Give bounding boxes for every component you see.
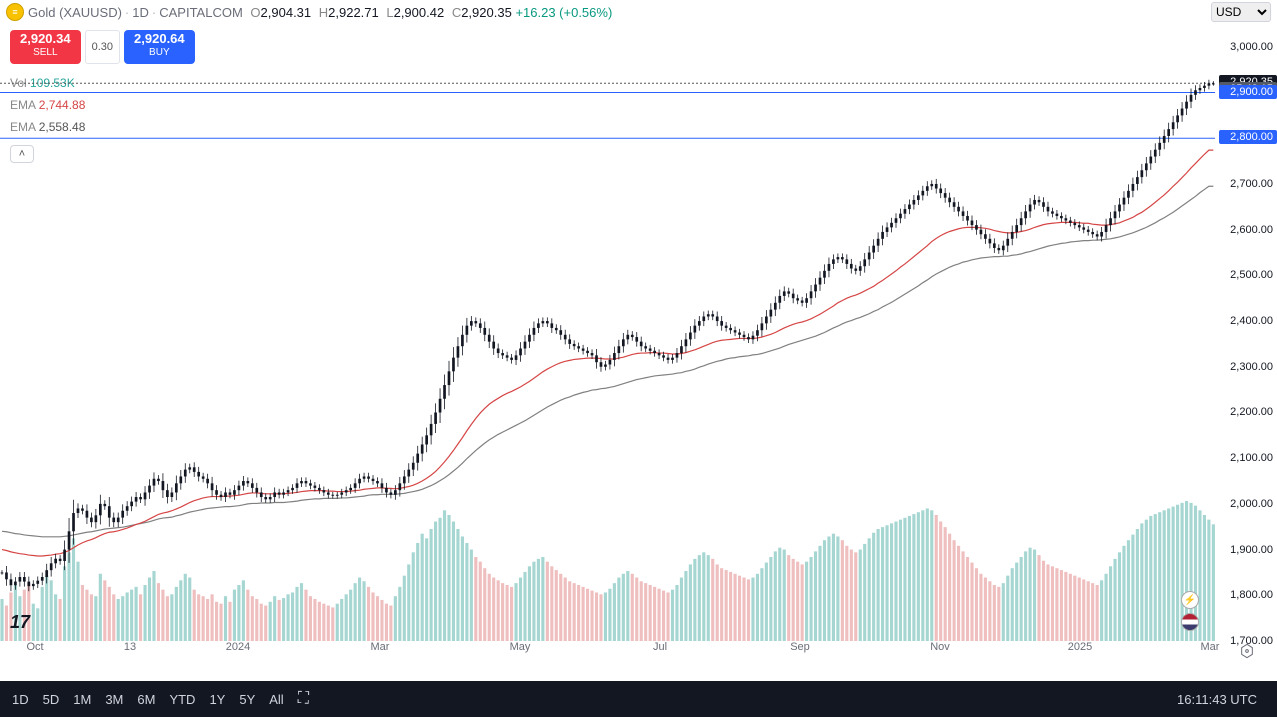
x-tick: 2025: [1068, 641, 1092, 653]
flag-icon[interactable]: [1181, 613, 1199, 631]
y-tick: 2,500.00: [1230, 269, 1273, 281]
range-all[interactable]: All: [269, 692, 283, 707]
x-tick: Jul: [653, 641, 667, 653]
y-tick: 2,000.00: [1230, 498, 1273, 510]
symbol-header: ≡ Gold (XAUUSD) · 1D · CAPITALCOM O2,904…: [0, 0, 1277, 24]
y-tick: 1,800.00: [1230, 589, 1273, 601]
price-change: +16.23 (+0.56%): [512, 5, 612, 20]
y-tick: 2,300.00: [1230, 361, 1273, 373]
y-tick: 2,100.00: [1230, 452, 1273, 464]
range-5y[interactable]: 5Y: [239, 692, 255, 707]
price-tag: 2,800.00: [1219, 130, 1277, 144]
x-tick: Sep: [790, 641, 810, 653]
y-tick: 2,200.00: [1230, 406, 1273, 418]
y-tick: 2,400.00: [1230, 315, 1273, 327]
settings-icon[interactable]: [1239, 643, 1255, 659]
lightning-icon[interactable]: ⚡: [1181, 591, 1199, 609]
timeframe-label[interactable]: 1D: [132, 5, 149, 20]
clock-label: 16:11:43 UTC: [1177, 692, 1257, 707]
tradingview-logo-icon[interactable]: 17: [10, 612, 30, 633]
range-1d[interactable]: 1D: [12, 692, 29, 707]
price-chart[interactable]: [0, 24, 1215, 641]
ohlc-low: 2,900.42: [394, 5, 445, 20]
x-tick: Mar: [371, 641, 390, 653]
x-tick: 13: [124, 641, 136, 653]
calendar-icon[interactable]: ⛶: [298, 690, 309, 708]
x-tick: Oct: [26, 641, 43, 653]
ohlc-close: 2,920.35: [461, 5, 512, 20]
timeframe-toolbar: 1D 5D 1M 3M 6M YTD 1Y 5Y All ⛶ 16:11:43 UTC: [0, 681, 1277, 717]
x-tick: Nov: [930, 641, 950, 653]
x-tick: 2024: [226, 641, 250, 653]
y-tick: 2,600.00: [1230, 224, 1273, 236]
range-1y[interactable]: 1Y: [209, 692, 225, 707]
range-3m[interactable]: 3M: [105, 692, 123, 707]
range-ytd[interactable]: YTD: [169, 692, 195, 707]
x-tick: May: [510, 641, 531, 653]
ohlc-open: 2,904.31: [261, 5, 312, 20]
y-tick: 3,000.00: [1230, 41, 1273, 53]
x-tick: Mar: [1201, 641, 1220, 653]
chart-badges: ⚡: [1181, 587, 1199, 631]
y-tick: 1,900.00: [1230, 544, 1273, 556]
range-6m[interactable]: 6M: [137, 692, 155, 707]
symbol-name[interactable]: Gold (XAUUSD): [28, 5, 122, 20]
price-tag: 2,900.00: [1219, 85, 1277, 99]
ohlc-high: 2,922.71: [328, 5, 379, 20]
y-axis[interactable]: 1,700.001,800.001,900.002,000.002,100.00…: [1215, 24, 1277, 641]
range-5d[interactable]: 5D: [43, 692, 60, 707]
range-1m[interactable]: 1M: [73, 692, 91, 707]
x-axis[interactable]: Oct132024MarMayJulSepNov2025Mar: [0, 641, 1215, 663]
provider-label[interactable]: CAPITALCOM: [159, 5, 243, 20]
y-tick: 2,700.00: [1230, 178, 1273, 190]
currency-select[interactable]: USD: [1211, 2, 1271, 22]
symbol-icon: ≡: [6, 3, 24, 21]
